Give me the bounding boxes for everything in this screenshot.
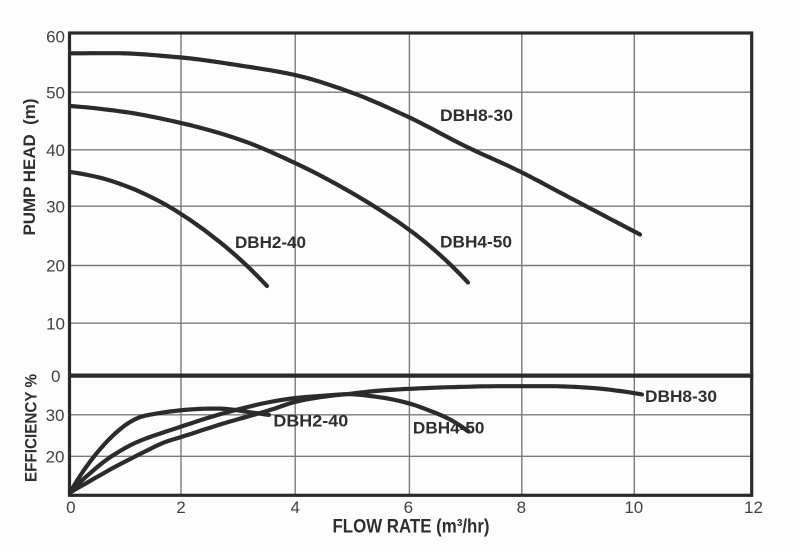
svg-text:0: 0 <box>51 367 60 386</box>
svg-text:2: 2 <box>176 498 185 517</box>
svg-text:10: 10 <box>624 498 643 517</box>
svg-text:DBH2-40: DBH2-40 <box>235 233 306 252</box>
svg-text:PUMP HEAD (m): PUMP HEAD (m) <box>20 99 39 236</box>
svg-text:60: 60 <box>46 28 65 47</box>
svg-text:50: 50 <box>46 83 65 102</box>
svg-text:DBH4-50: DBH4-50 <box>413 419 485 438</box>
svg-text:4: 4 <box>290 498 299 517</box>
svg-text:12: 12 <box>744 498 763 517</box>
svg-text:DBH4-50: DBH4-50 <box>440 233 512 252</box>
svg-text:40: 40 <box>46 141 65 160</box>
svg-text:DBH2-40: DBH2-40 <box>273 412 348 431</box>
svg-text:20: 20 <box>46 447 65 466</box>
svg-text:DBH8-30: DBH8-30 <box>440 106 513 125</box>
svg-text:6: 6 <box>404 498 413 517</box>
svg-text:8: 8 <box>517 498 526 517</box>
svg-text:10: 10 <box>46 315 65 334</box>
svg-text:DBH8-30: DBH8-30 <box>645 387 717 406</box>
svg-text:20: 20 <box>46 257 65 276</box>
svg-text:FLOW RATE (m³/hr): FLOW RATE (m³/hr) <box>333 517 490 538</box>
svg-text:30: 30 <box>46 406 65 425</box>
svg-text:EFFICIENCY %: EFFICIENCY % <box>22 374 41 482</box>
svg-text:0: 0 <box>66 498 75 517</box>
svg-text:30: 30 <box>46 197 65 216</box>
